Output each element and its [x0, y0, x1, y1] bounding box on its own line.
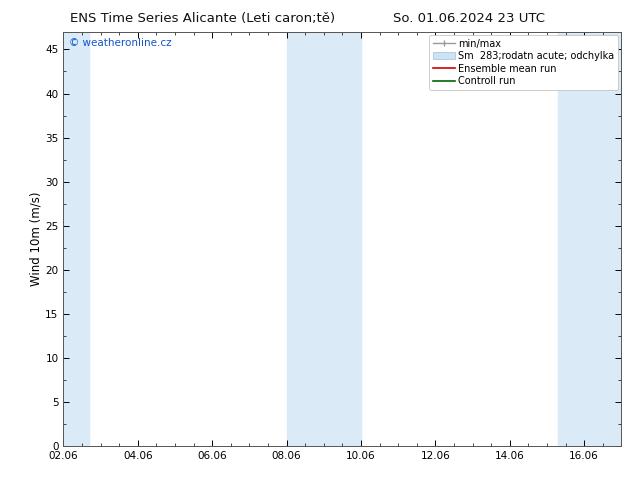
Text: So. 01.06.2024 23 UTC: So. 01.06.2024 23 UTC — [393, 12, 545, 25]
Bar — [287, 32, 361, 446]
Text: ENS Time Series Alicante (Leti caron;tě): ENS Time Series Alicante (Leti caron;tě) — [70, 12, 335, 25]
Bar — [63, 32, 89, 446]
Legend: min/max, Sm  283;rodatn acute; odchylka, Ensemble mean run, Controll run: min/max, Sm 283;rodatn acute; odchylka, … — [429, 35, 618, 90]
Y-axis label: Wind 10m (m/s): Wind 10m (m/s) — [30, 192, 42, 286]
Text: © weatheronline.cz: © weatheronline.cz — [69, 38, 172, 48]
Bar — [558, 32, 621, 446]
